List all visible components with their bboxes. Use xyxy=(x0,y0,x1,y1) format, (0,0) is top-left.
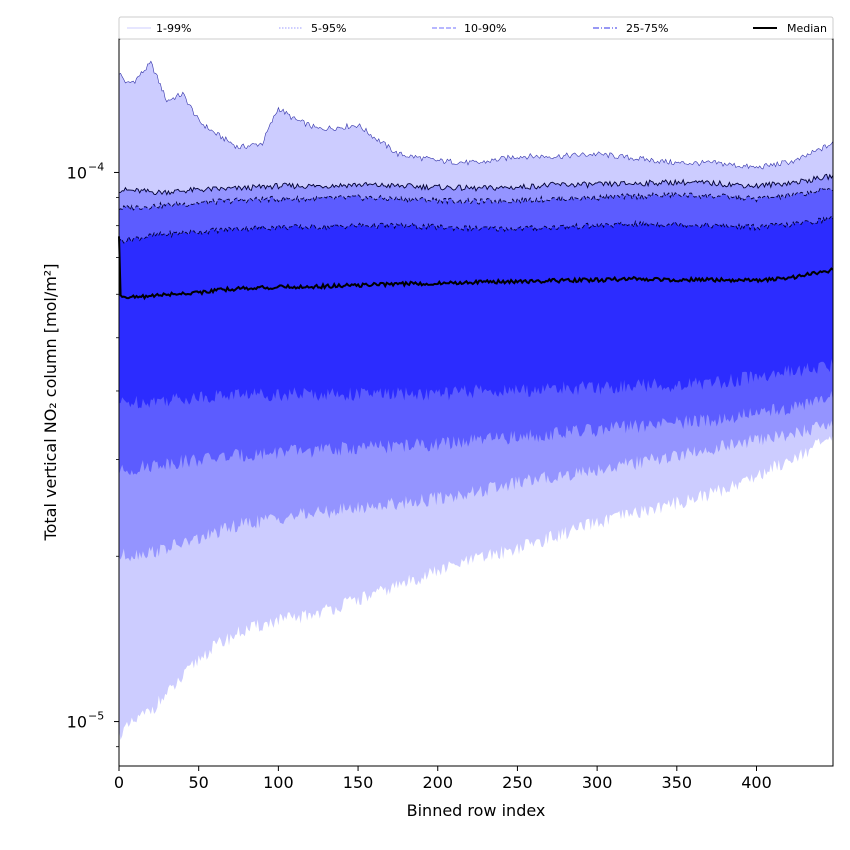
y-tick-label: 10 xyxy=(67,163,87,182)
median-layer xyxy=(118,236,834,301)
x-tick-label: 0 xyxy=(114,773,124,792)
bands-layer xyxy=(118,60,834,740)
x-tick-label: 200 xyxy=(422,773,453,792)
x-tick-label: 250 xyxy=(502,773,533,792)
legend-box xyxy=(118,16,834,40)
y-tick-exponent: −5 xyxy=(88,710,104,723)
band-1-99%-edge xyxy=(118,60,834,170)
legend-label: 10-90% xyxy=(464,22,506,35)
x-tick-label: 350 xyxy=(662,773,693,792)
band-25-75%-area xyxy=(119,216,833,409)
x-tick-label: 100 xyxy=(263,773,294,792)
legend-label: Median xyxy=(787,22,827,35)
band-10-90%-edge xyxy=(118,187,834,211)
y-axis-label: Total vertical NO₂ column [mol/m²] xyxy=(41,264,60,542)
band-25-75%-edge xyxy=(118,215,834,244)
legend-label: 5-95% xyxy=(311,22,346,35)
x-axis: 0 50 100 150 200 250 300 350 400 xyxy=(114,766,772,792)
x-tick-label: 400 xyxy=(741,773,772,792)
y-tick-label: 10 xyxy=(67,713,87,732)
x-tick-label: 300 xyxy=(582,773,613,792)
legend-label: 25-75% xyxy=(626,22,668,35)
legend: 1-99% 5-95% 10-90% 25-75% Median xyxy=(118,16,834,40)
y-axis: 10−510−4 xyxy=(67,160,119,748)
band-5-95%-edge xyxy=(118,173,834,196)
x-tick-label: 150 xyxy=(343,773,374,792)
median-line xyxy=(118,236,834,301)
x-tick-label: 50 xyxy=(189,773,209,792)
x-axis-label: Binned row index xyxy=(407,801,546,820)
y-tick-exponent: −4 xyxy=(88,160,104,173)
legend-label: 1-99% xyxy=(156,22,191,35)
